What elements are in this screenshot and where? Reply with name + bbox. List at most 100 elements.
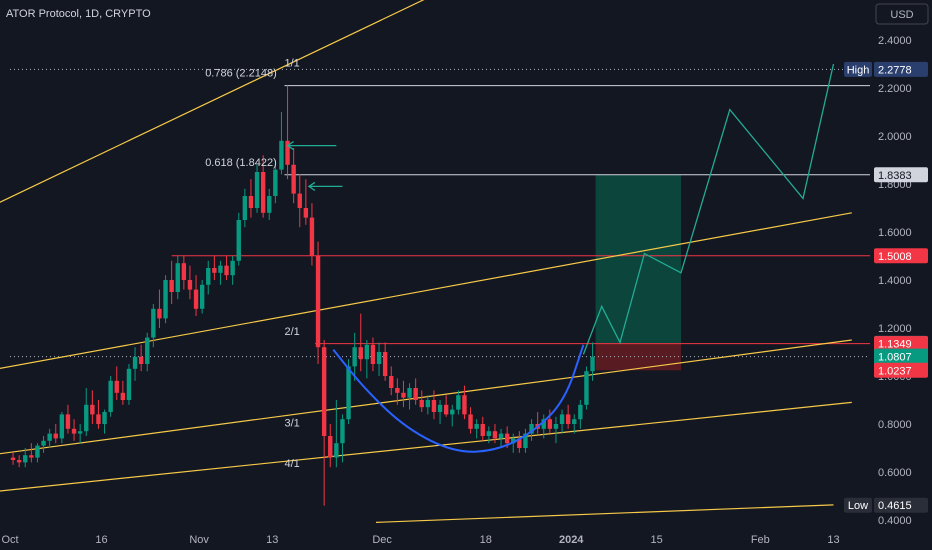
currency-button[interactable] [875, 3, 929, 25]
candle [297, 174, 302, 228]
candle-body [572, 419, 577, 424]
candle-body [47, 433, 52, 441]
candle-body [297, 193, 302, 208]
candle-body [193, 289, 199, 309]
candle-body [254, 172, 260, 208]
candle-body [395, 388, 400, 393]
candle-body [35, 445, 40, 458]
x-tick-label: 13 [266, 534, 278, 546]
price-tag-label: Low [848, 500, 868, 512]
candle [492, 424, 498, 444]
candle-body [529, 424, 534, 434]
chart-labels: 1/1 2/1 3/1 4/1 0.786 (2.2148) 0.618 (1.8422) [205, 57, 300, 470]
x-tick-label: 16 [95, 534, 107, 546]
candle-body [565, 414, 571, 424]
candle [59, 412, 65, 444]
candle [315, 241, 321, 364]
candle-body [267, 196, 272, 213]
channel-line [0, 401, 852, 492]
price-tag-value: 0.4615 [878, 500, 912, 512]
drawings [286, 63, 835, 453]
candle-body [328, 436, 333, 458]
candle-body [547, 419, 553, 429]
projection-path [582, 63, 835, 355]
candle-body [358, 347, 363, 360]
candle [230, 256, 235, 285]
candle-body [29, 455, 34, 458]
currency-label: USD [890, 9, 913, 21]
candle [84, 388, 89, 436]
candle [41, 436, 46, 453]
candle-body [315, 256, 321, 348]
candle [279, 112, 284, 175]
candle [303, 179, 309, 225]
candle-body [389, 376, 394, 388]
candle [169, 260, 174, 304]
candle-body [120, 392, 126, 400]
price-tag: 1.8383 [874, 167, 928, 183]
candle-body [273, 169, 278, 196]
position-zones [595, 174, 681, 371]
candle [462, 385, 467, 420]
candle [285, 85, 290, 180]
candle-body [285, 140, 290, 165]
candle-body [132, 356, 138, 369]
candle [254, 164, 260, 213]
fan-label: 1/1 [285, 57, 300, 69]
candle-body [517, 438, 522, 448]
candle-body [334, 443, 339, 458]
candle [413, 378, 418, 405]
x-tick-label: 13 [827, 534, 839, 546]
candle [187, 265, 193, 300]
candle [181, 256, 187, 290]
candle-body [584, 371, 589, 405]
candle-body [492, 431, 498, 439]
price-tag-value: 1.8383 [878, 170, 912, 182]
price-tag: High 2.2778 [844, 61, 928, 77]
candle-body [401, 392, 406, 398]
candle-body [504, 433, 510, 444]
candle [352, 332, 357, 381]
candle [163, 275, 168, 324]
price-tag: 1.0237 [874, 362, 928, 378]
candle [96, 400, 101, 429]
candle [382, 342, 388, 381]
candle-body [242, 196, 248, 220]
candle [578, 400, 583, 429]
candle [273, 160, 278, 204]
candle [242, 188, 248, 228]
candle [193, 275, 199, 316]
candle [260, 155, 266, 218]
candle [132, 347, 138, 381]
candle-body [480, 424, 485, 436]
price-tag-label-bg [844, 497, 872, 513]
candle [358, 313, 363, 372]
candle [71, 419, 77, 441]
price-tags: High2.27781.83831.50081.13571.13491.0807… [844, 61, 928, 513]
price-tag-bg [874, 497, 928, 513]
candle-body [65, 414, 71, 429]
candle-body [41, 440, 46, 446]
candle [572, 414, 577, 434]
fan-label: 2/1 [285, 326, 300, 338]
candle-body [462, 395, 467, 415]
price-tag-bg [874, 248, 928, 264]
candle [175, 256, 180, 300]
candle [517, 431, 522, 453]
candle [151, 304, 156, 348]
candle-body [163, 280, 168, 319]
candle-body [260, 172, 266, 213]
candle [523, 428, 528, 453]
candle [35, 443, 40, 463]
candle [90, 390, 95, 424]
x-tick-label: Nov [189, 534, 209, 546]
candle-body [145, 337, 150, 364]
candle-body [157, 308, 162, 319]
candle-body [23, 455, 28, 463]
price-tag: 1.1349 [874, 336, 928, 352]
x-tick-label: 15 [650, 534, 662, 546]
candle-body [437, 404, 443, 412]
candle-body [59, 414, 65, 439]
